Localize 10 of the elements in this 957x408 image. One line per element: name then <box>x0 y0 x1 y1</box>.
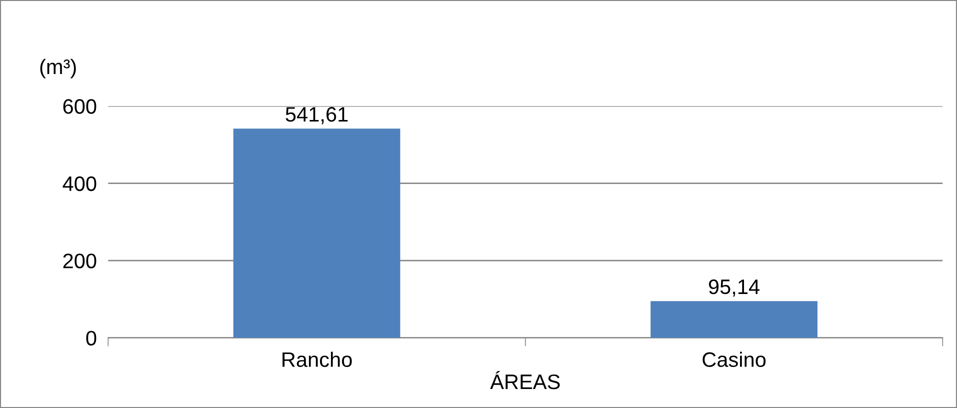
y-axis-title: (m³) <box>40 58 76 78</box>
y-tick-label: 200 <box>63 254 96 268</box>
data-label: 541,61 <box>286 106 348 124</box>
x-axis-title: ÁREAS <box>490 370 560 390</box>
y-tick-label: 600 <box>63 99 96 114</box>
x-tick-label: Rancho <box>282 352 352 368</box>
data-label: 95,14 <box>708 279 760 297</box>
y-tick-label: 0 <box>86 330 96 346</box>
y-tick-label: 400 <box>62 176 96 192</box>
x-tick-label: Casino <box>702 352 766 368</box>
